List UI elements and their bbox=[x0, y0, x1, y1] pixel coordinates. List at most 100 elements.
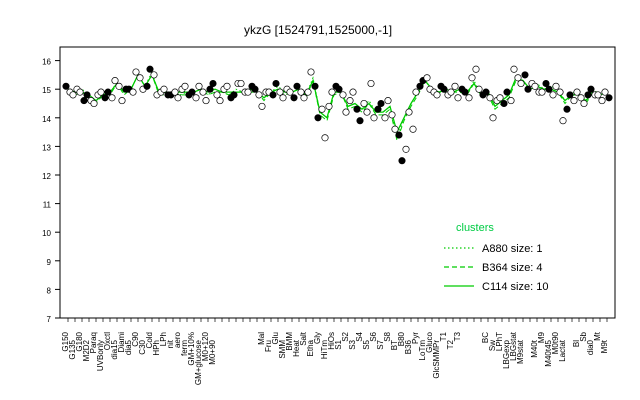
x-tick-label: Mt bbox=[593, 331, 602, 341]
data-point bbox=[402, 145, 410, 153]
data-point bbox=[321, 134, 329, 142]
x-tick-label: T1 bbox=[439, 331, 448, 341]
data-point bbox=[115, 82, 123, 90]
data-point bbox=[496, 94, 504, 102]
x-tick-label: Bl bbox=[572, 340, 581, 347]
chart-title: ykzG [1524791,1525000,-1] bbox=[244, 23, 392, 37]
data-point bbox=[489, 114, 497, 122]
data-point bbox=[328, 88, 336, 96]
y-axis: 7 8 9 10 11 12 13 14 15 16 bbox=[42, 58, 60, 324]
data-point bbox=[440, 85, 448, 93]
data-point bbox=[150, 71, 158, 79]
data-point bbox=[482, 88, 490, 96]
data-point bbox=[447, 88, 455, 96]
data-point bbox=[97, 88, 105, 96]
x-tick-label: Cold bbox=[145, 332, 154, 348]
x-tick-label: HPh bbox=[152, 340, 161, 356]
data-point bbox=[367, 79, 375, 88]
data-point bbox=[409, 125, 417, 133]
data-point bbox=[465, 94, 473, 102]
data-point bbox=[325, 102, 333, 110]
data-point bbox=[598, 97, 606, 105]
data-point bbox=[342, 108, 350, 116]
data-point bbox=[237, 79, 245, 88]
data-point bbox=[258, 102, 266, 110]
data-point bbox=[276, 88, 284, 96]
x-tick-label: S6 bbox=[369, 331, 378, 341]
x-tick-label: Paraq bbox=[89, 332, 98, 353]
data-point bbox=[297, 88, 305, 96]
data-point bbox=[559, 117, 567, 125]
data-point bbox=[314, 114, 322, 122]
data-point bbox=[160, 85, 168, 93]
x-tick-label: M40t bbox=[530, 339, 539, 358]
x-tick-label: B36 bbox=[404, 339, 413, 354]
data-point bbox=[510, 65, 518, 73]
x-tick-label: Gluco bbox=[425, 331, 434, 352]
x-tick-label: S7 bbox=[376, 339, 385, 349]
x-tick-label: S5 bbox=[362, 339, 371, 349]
data-point bbox=[304, 88, 312, 96]
data-point bbox=[377, 99, 385, 108]
x-tick-label: GM+10% bbox=[187, 332, 196, 366]
data-point bbox=[433, 91, 441, 99]
data-point bbox=[570, 97, 578, 105]
data-point bbox=[587, 85, 595, 93]
data-point bbox=[339, 91, 347, 99]
data-point bbox=[90, 99, 98, 108]
x-tick-label: LPh bbox=[159, 332, 168, 346]
data-point bbox=[405, 108, 413, 116]
x-tick-label: Gly bbox=[313, 332, 322, 344]
x-tick-label: G150 bbox=[61, 331, 70, 351]
data-point bbox=[507, 97, 515, 105]
x-tick-label: nit bbox=[166, 339, 175, 348]
x-tick-label: BC bbox=[481, 332, 490, 343]
data-point bbox=[461, 88, 469, 96]
legend-title: clusters bbox=[456, 222, 494, 234]
x-tick-label: Diami bbox=[117, 332, 126, 353]
data-point bbox=[521, 71, 529, 79]
x-tick-label: UVBonly bbox=[96, 340, 105, 371]
data-point bbox=[76, 88, 84, 96]
data-point bbox=[531, 82, 539, 90]
data-point bbox=[584, 91, 592, 99]
data-point bbox=[524, 85, 532, 93]
x-tick-label: M0t90 bbox=[551, 331, 560, 354]
x-tick-label: M0+120 bbox=[201, 331, 210, 361]
x-tick-label: S3 bbox=[348, 339, 357, 349]
data-point bbox=[202, 97, 210, 105]
y-tick-label: 8 bbox=[47, 286, 52, 295]
data-point bbox=[556, 88, 564, 96]
series-line-dotted bbox=[67, 70, 608, 140]
data-point bbox=[370, 114, 378, 122]
legend-entry-label: A880 size: 1 bbox=[482, 243, 543, 255]
data-point bbox=[514, 74, 522, 82]
x-tick-label: M40t45 bbox=[544, 339, 553, 366]
data-point bbox=[62, 82, 70, 90]
x-tick-label: S1 bbox=[334, 339, 343, 349]
data-point bbox=[255, 91, 263, 99]
x-axis: G150G135G180M2D2ParaqUVBonlyOxctldia15Di… bbox=[61, 318, 609, 385]
data-point bbox=[349, 88, 357, 96]
x-tick-label: SMM bbox=[278, 340, 287, 359]
data-point bbox=[269, 91, 277, 99]
x-tick-label: T3 bbox=[453, 331, 462, 341]
data-point bbox=[213, 91, 221, 99]
data-point bbox=[563, 105, 571, 113]
plot-border bbox=[59, 46, 616, 319]
x-tick-label: M9stat bbox=[516, 339, 525, 364]
y-tick-label: 15 bbox=[42, 86, 51, 95]
data-point bbox=[104, 88, 112, 96]
data-points bbox=[62, 65, 613, 165]
data-point bbox=[363, 108, 371, 116]
data-point bbox=[486, 94, 494, 102]
data-point bbox=[223, 82, 231, 90]
data-point bbox=[195, 82, 203, 90]
data-point bbox=[230, 91, 238, 99]
data-point bbox=[111, 77, 119, 85]
y-tick-label: 12 bbox=[42, 172, 51, 181]
data-point bbox=[69, 91, 77, 99]
data-point bbox=[279, 94, 287, 102]
data-point bbox=[360, 99, 368, 108]
data-point bbox=[472, 65, 480, 73]
